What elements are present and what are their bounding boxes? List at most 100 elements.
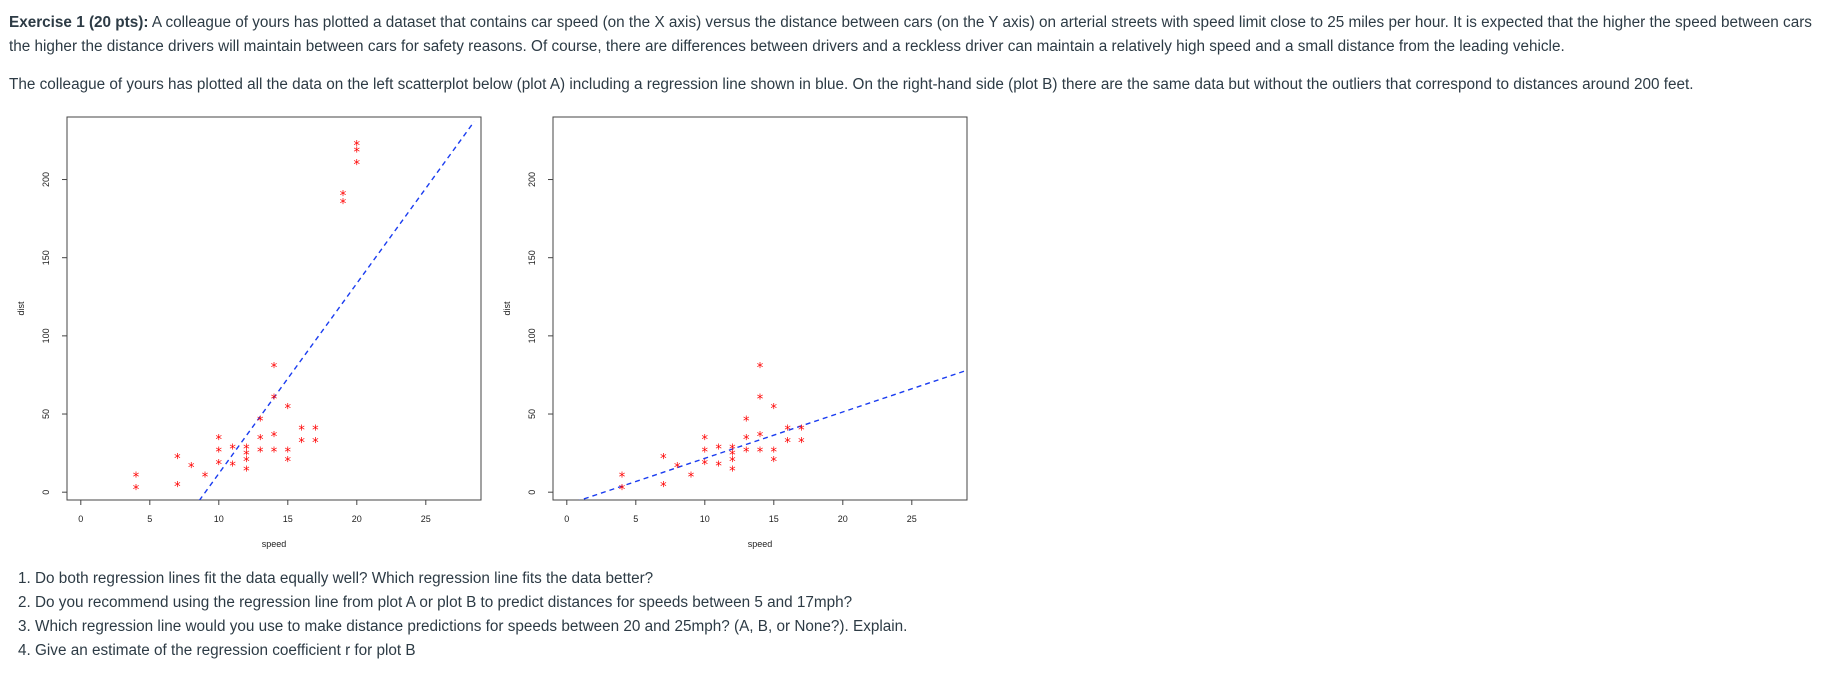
x-tick-label: 5 [633, 514, 638, 524]
data-point: * [271, 392, 278, 407]
data-point: * [743, 446, 750, 461]
data-point: * [312, 424, 319, 439]
data-point: * [340, 189, 347, 204]
data-point: * [619, 483, 626, 498]
data-point: * [619, 471, 626, 486]
data-point: * [243, 455, 250, 470]
question-item: 1. Do both regression lines fit the data… [18, 570, 654, 587]
x-axis-label: speed [748, 539, 773, 549]
data-point: * [243, 449, 250, 464]
y-tick-label: 200 [41, 172, 51, 187]
x-tick-label: 25 [907, 514, 917, 524]
y-tick-label: 0 [527, 490, 537, 495]
data-point: * [354, 139, 361, 154]
question-item: 2. Do you recommend using the regression… [18, 594, 853, 611]
data-point: * [243, 442, 250, 457]
data-point: * [354, 145, 361, 160]
data-point: * [312, 436, 319, 451]
x-tick-label: 25 [421, 514, 431, 524]
y-tick-label: 50 [527, 409, 537, 419]
data-point: * [257, 433, 264, 448]
data-point: * [729, 442, 736, 457]
data-point: * [174, 480, 181, 495]
plot-b: 0 5 10 15 20 25 0 50 100 150 200 speed dist * * * * * * * * *… [486, 105, 976, 565]
data-point: * [354, 158, 361, 173]
data-point: * [757, 430, 764, 445]
data-point: * [174, 452, 181, 467]
data-point: * [784, 436, 791, 451]
data-point: * [243, 464, 250, 479]
y-tick-label: 100 [527, 328, 537, 343]
data-point: * [702, 433, 709, 448]
y-tick-label: 0 [41, 490, 51, 495]
y-tick-label: 200 [527, 172, 537, 187]
data-point: * [285, 446, 292, 461]
exercise-title: Exercise 1 (20 pts): [9, 14, 149, 31]
x-tick-label: 10 [700, 514, 710, 524]
data-point: * [285, 455, 292, 470]
x-tick-label: 15 [283, 514, 293, 524]
data-point: * [271, 446, 278, 461]
data-point: * [271, 361, 278, 376]
data-point: * [188, 461, 195, 476]
data-point: * [298, 424, 305, 439]
x-axis-label: speed [262, 539, 287, 549]
x-tick-label: 5 [147, 514, 152, 524]
exercise-intro-text: A colleague of yours has plotted a datas… [9, 14, 1812, 55]
regression-line [198, 121, 475, 500]
data-point: * [715, 460, 722, 475]
data-point: * [757, 446, 764, 461]
data-point: * [229, 442, 236, 457]
data-point: * [729, 455, 736, 470]
data-point: * [660, 480, 667, 495]
scatterplot: 0 5 10 15 20 25050100150200speeddist*********… [502, 116, 968, 549]
exercise-intro: Exercise 1 (20 pts): A colleague of your… [9, 11, 1827, 59]
data-point: * [202, 471, 209, 486]
data-point: * [702, 446, 709, 461]
data-point: * [757, 361, 764, 376]
data-point: * [798, 424, 805, 439]
data-point: * [771, 455, 778, 470]
data-point: * [340, 197, 347, 212]
data-point: * [257, 414, 264, 429]
data-point: * [229, 460, 236, 475]
scatterplot: 0 5 10 15 20 25050100150200speeddist*********… [16, 116, 482, 549]
data-point: * [216, 433, 223, 448]
plot-frame [552, 116, 968, 501]
exercise-paragraph-2: The colleague of yours has plotted all t… [9, 76, 1694, 93]
data-point: * [729, 464, 736, 479]
data-point: * [784, 424, 791, 439]
y-tick-label: 100 [41, 328, 51, 343]
data-point: * [660, 452, 667, 467]
data-point: * [271, 430, 278, 445]
plot-a: 0 5 10 15 20 25 0 50 100 150 200 speed dist * * * * * * * * *… [0, 105, 490, 565]
data-point: * [133, 483, 140, 498]
data-point: * [257, 446, 264, 461]
data-point: * [771, 402, 778, 417]
y-tick-label: 150 [41, 250, 51, 265]
data-point: * [285, 402, 292, 417]
x-tick-label: 10 [214, 514, 224, 524]
data-point: * [757, 392, 764, 407]
x-tick-label: 20 [352, 514, 362, 524]
question-list: 1. Do both regression lines fit the data… [18, 567, 907, 663]
question-item: 4. Give an estimate of the regression co… [18, 642, 416, 659]
question-item: 3. Which regression line would you use t… [18, 618, 908, 635]
y-axis-label: dist [16, 301, 26, 316]
y-axis-label: dist [502, 301, 512, 316]
x-tick-label: 0 [78, 514, 83, 524]
data-point: * [298, 436, 305, 451]
data-point: * [771, 446, 778, 461]
data-point: * [702, 458, 709, 473]
data-point: * [715, 442, 722, 457]
data-point: * [133, 471, 140, 486]
data-point: * [743, 433, 750, 448]
x-tick-label: 15 [769, 514, 779, 524]
data-point: * [798, 436, 805, 451]
x-tick-label: 20 [838, 514, 848, 524]
data-point: * [688, 471, 695, 486]
x-tick-label: 0 [564, 514, 569, 524]
y-tick-label: 50 [41, 409, 51, 419]
regression-line [578, 369, 967, 500]
data-point: * [216, 458, 223, 473]
